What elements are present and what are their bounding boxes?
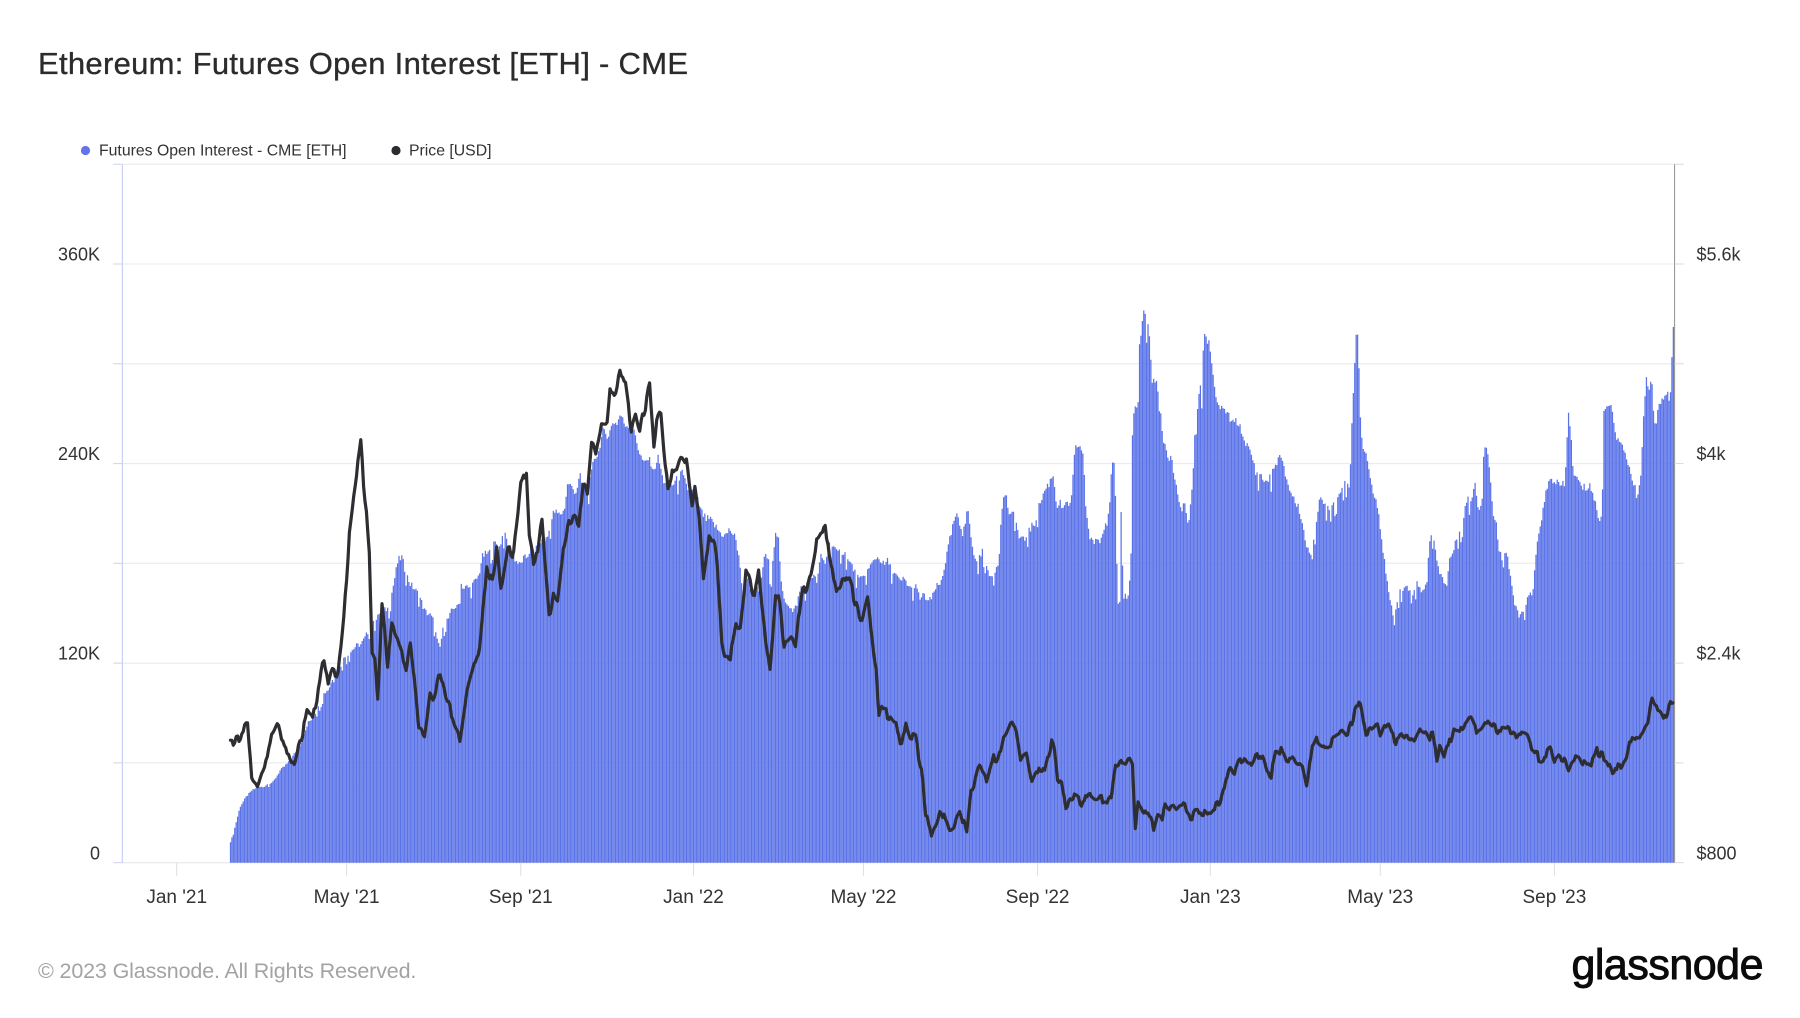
svg-text:Jan '22: Jan '22 [663, 887, 724, 908]
svg-text:May '23: May '23 [1347, 887, 1413, 908]
svg-text:Price [USD]: Price [USD] [409, 143, 492, 160]
svg-text:$4k: $4k [1697, 444, 1727, 464]
svg-text:120K: 120K [58, 644, 100, 664]
svg-text:$800: $800 [1697, 843, 1737, 863]
svg-text:© 2023 Glassnode. All Rights R: © 2023 Glassnode. All Rights Reserved. [38, 959, 416, 983]
svg-text:Jan '21: Jan '21 [146, 887, 207, 908]
svg-text:Sep '22: Sep '22 [1006, 887, 1070, 908]
svg-text:glassnode: glassnode [1571, 941, 1763, 989]
svg-text:Sep '21: Sep '21 [489, 887, 553, 908]
svg-text:$2.4k: $2.4k [1697, 644, 1742, 664]
svg-text:0: 0 [90, 843, 100, 863]
svg-text:Jan '23: Jan '23 [1180, 887, 1241, 908]
svg-text:May '21: May '21 [314, 887, 380, 908]
svg-text:360K: 360K [58, 245, 100, 265]
svg-text:240K: 240K [58, 444, 100, 464]
svg-text:$5.6k: $5.6k [1697, 245, 1742, 265]
svg-text:Sep '23: Sep '23 [1522, 887, 1586, 908]
svg-text:Ethereum: Futures Open Interes: Ethereum: Futures Open Interest [ETH] - … [38, 46, 688, 81]
svg-text:Futures Open Interest - CME [E: Futures Open Interest - CME [ETH] [99, 143, 347, 160]
svg-text:May '22: May '22 [830, 887, 896, 908]
